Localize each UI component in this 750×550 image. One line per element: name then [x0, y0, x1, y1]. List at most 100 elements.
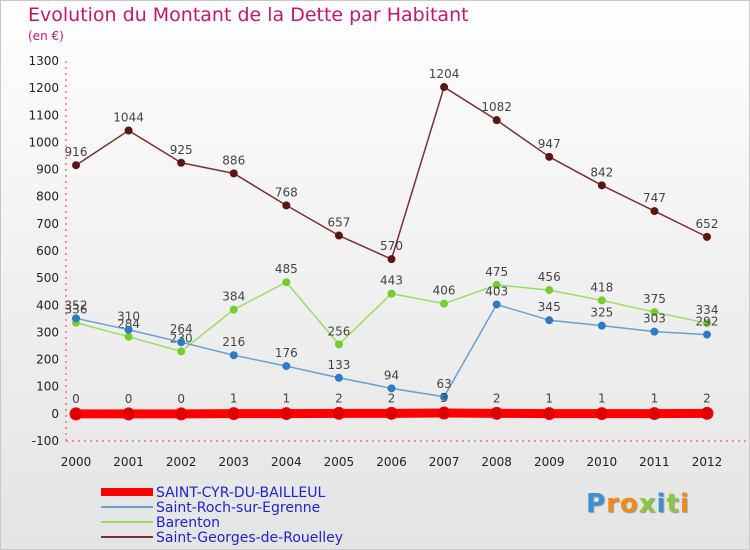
data-label: 2: [335, 391, 343, 405]
y-tick-label: 1100: [28, 108, 59, 122]
data-point: [545, 316, 554, 325]
data-point: [174, 407, 188, 421]
series-3: 916 1044 925 886 768 657 570 1204 1082 947 842 747 6…: [65, 67, 719, 264]
data-label: 1: [545, 392, 553, 406]
y-tick-label: 1200: [28, 81, 59, 95]
x-tick-label: 2003: [218, 455, 249, 469]
data-point: [703, 330, 711, 339]
data-point: [124, 126, 133, 135]
proxiti-logo: Proxiti: [586, 489, 690, 519]
data-label: 747: [643, 191, 666, 205]
legend-label: Saint-Georges-de-Rouelley: [156, 530, 343, 546]
chart-title: Evolution du Montant de la Dette par Hab…: [28, 4, 469, 26]
data-point: [177, 338, 186, 347]
data-label: 292: [696, 315, 719, 329]
data-label: 456: [538, 270, 561, 284]
data-label: 1: [598, 392, 606, 406]
y-tick-label: 700: [36, 217, 59, 231]
y-tick-label: 900: [36, 163, 59, 177]
data-point: [650, 207, 659, 216]
data-point: [227, 407, 241, 421]
data-point: [650, 308, 659, 317]
data-point: [387, 384, 396, 393]
data-point: [545, 152, 554, 161]
data-point: [703, 232, 711, 241]
data-label: 652: [696, 217, 719, 231]
y-tick-label: 100: [36, 380, 59, 394]
data-point: [597, 296, 606, 305]
y-tick-label: 300: [36, 325, 59, 339]
data-label: 334: [696, 303, 719, 317]
data-label: 325: [590, 306, 613, 320]
data-label: 406: [433, 284, 456, 298]
data-point: [334, 373, 343, 382]
data-label: 886: [222, 153, 245, 167]
data-point: [282, 362, 291, 371]
data-point: [492, 116, 501, 125]
y-tick-label: 200: [36, 353, 59, 367]
legend-label: Barenton: [156, 515, 220, 531]
data-label: 264: [170, 322, 193, 336]
series-0: 0 0 0 1 1 2 2 3 2 1 1 1 2: [69, 391, 714, 421]
data-label: 2: [703, 391, 711, 405]
data-label: 418: [590, 280, 613, 294]
data-point: [229, 351, 238, 360]
data-label: 768: [275, 185, 298, 199]
data-label: 0: [72, 392, 80, 406]
data-label: 947: [538, 137, 561, 151]
data-label: 216: [222, 335, 245, 349]
data-point: [647, 407, 661, 421]
data-point: [122, 407, 136, 421]
y-tick-label: 500: [36, 271, 59, 285]
data-label: 916: [65, 145, 88, 159]
data-point: [440, 299, 449, 308]
y-tick-label: 0: [51, 407, 59, 421]
legend-label: Saint-Roch-sur-Egrenne: [156, 500, 320, 516]
y-tick-label: 1300: [28, 54, 59, 68]
data-point: [282, 278, 291, 287]
data-point: [124, 332, 133, 341]
x-tick-label: 2010: [587, 455, 618, 469]
data-point: [387, 255, 396, 264]
data-label: 443: [380, 274, 403, 288]
x-tick-label: 2009: [534, 455, 565, 469]
data-label: 403: [485, 284, 508, 298]
data-label: 384: [222, 290, 245, 304]
data-point: [124, 325, 133, 334]
series-2: 336284230384485256443406475456418375334: [65, 262, 719, 356]
data-label: 1044: [113, 110, 144, 124]
data-label: 352: [65, 298, 88, 312]
data-point: [440, 392, 449, 401]
data-label: 176: [275, 346, 298, 360]
data-point: [597, 321, 606, 330]
data-point: [334, 340, 343, 349]
data-point: [229, 169, 238, 178]
x-tick-label: 2006: [376, 455, 407, 469]
data-point: [597, 181, 606, 190]
data-label: 1: [230, 392, 238, 406]
data-point: [72, 314, 80, 323]
data-point: [177, 158, 186, 167]
data-label: 336: [65, 303, 88, 317]
y-tick-label: -100: [32, 434, 59, 448]
data-label: 570: [380, 239, 403, 253]
data-label: 1204: [429, 67, 460, 81]
data-label: 0: [125, 392, 133, 406]
data-label: 256: [327, 324, 350, 338]
data-point: [650, 327, 659, 336]
data-point: [440, 83, 449, 92]
x-tick-label: 2002: [166, 455, 197, 469]
data-label: 0: [177, 392, 185, 406]
series-layer: 916 1044 925 886 768 657 570 1204 1082 947 842 747 6…: [65, 67, 719, 421]
data-label: 1: [651, 392, 659, 406]
data-label: 345: [538, 300, 561, 314]
y-tick-label: 800: [36, 190, 59, 204]
x-tick-label: 2008: [481, 455, 512, 469]
x-tick-label: 2005: [324, 455, 355, 469]
data-label: 375: [643, 292, 666, 306]
data-label: 310: [117, 310, 140, 324]
data-label: 2: [388, 391, 396, 405]
data-point: [542, 407, 556, 421]
